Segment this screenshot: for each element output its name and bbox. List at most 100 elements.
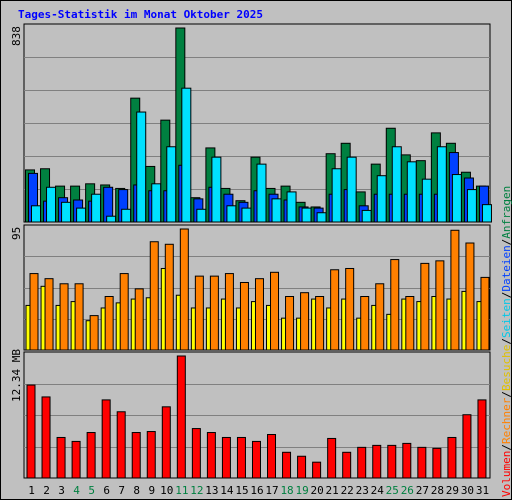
seiten-bar-day-3 [61,201,72,223]
x-tick-label-day-31: 31 [476,484,489,497]
seiten-bar-day-2 [46,186,57,223]
x-tick-label-day-27: 27 [416,484,429,497]
volumen-bar-day-24 [372,444,382,479]
rechner-bar-day-19 [300,292,310,351]
volumen-bar-day-18 [282,451,292,479]
rechner-bar-day-30 [465,242,475,351]
volumen-bar-day-16 [251,440,261,479]
seiten-bar-day-7 [121,208,132,223]
volumen-bar-day-21 [327,437,337,479]
x-tick-label-day-22: 22 [341,484,354,497]
volumen-bar-day-14 [221,436,231,479]
volumen-bar-day-28 [432,447,442,479]
legend-rechner: Rechner [500,397,512,445]
seiten-bar-day-6 [106,215,117,223]
volumen-bar-day-19 [297,455,307,479]
legend-separator: / [500,391,512,398]
volumen-bar-day-15 [236,436,246,479]
volumen-bar-day-13 [206,432,216,479]
volumen-bar-day-2 [41,396,51,479]
seiten-bar-day-18 [286,191,297,223]
rechner-bar-day-25 [390,259,400,351]
rechner-bar-day-21 [330,269,340,351]
rechner-bar-day-11 [179,228,189,351]
legend-seiten: Seiten [500,298,512,339]
legend-separator: / [500,338,512,345]
rechner-bar-day-2 [44,278,54,351]
x-tick-label-day-16: 16 [250,484,263,497]
rechner-bar-day-1 [29,273,39,351]
x-tick-label-day-29: 29 [446,484,459,497]
seiten-bar-day-13 [211,156,222,223]
seiten-bar-day-22 [346,156,357,223]
volumen-bar-day-12 [191,428,201,479]
seiten-bar-day-25 [391,146,402,223]
x-tick-label-day-6: 6 [103,484,110,497]
hits-axis-max-label: 838 [10,26,23,46]
x-tick-label-day-7: 7 [118,484,125,497]
volumen-bar-day-27 [417,446,427,479]
x-tick-label-day-3: 3 [58,484,65,497]
seiten-bar-day-14 [226,205,237,223]
volumen-bar-day-7 [116,411,126,479]
legend-separator: / [500,238,512,246]
seiten-bar-day-28 [436,146,447,223]
volumen-bar-day-3 [56,436,66,479]
legend-anfragen: Anfragen [500,185,512,239]
rechner-bar-day-14 [224,273,234,351]
seiten-bar-day-16 [256,163,267,223]
rechner-bar-day-6 [104,296,114,351]
x-tick-label-day-24: 24 [371,484,385,497]
volumen-bar-day-11 [176,355,186,479]
volumen-bar-day-10 [161,406,171,479]
x-tick-label-day-12: 12 [190,484,203,497]
seiten-bar-day-20 [316,212,327,223]
x-tick-label-day-25: 25 [386,484,399,497]
seiten-bar-day-11 [181,87,192,223]
seiten-bar-day-12 [196,208,207,223]
x-tick-label-day-8: 8 [133,484,140,497]
seiten-bar-day-15 [241,207,252,223]
x-tick-label-day-10: 10 [160,484,173,497]
legend-separator: / [500,444,512,451]
volumen-bar-day-26 [402,442,412,479]
seiten-bar-day-8 [136,111,147,223]
rechner-bar-day-10 [164,243,174,351]
chart-title: Tages-Statistik im Monat Oktober 2025 [18,8,264,21]
seiten-bar-day-9 [151,183,162,223]
volumen-bar-day-1 [26,384,36,479]
legend-volumen: Volumen [500,450,512,497]
volumen-bar-day-8 [131,432,141,479]
x-tick-label-day-5: 5 [88,484,95,497]
x-tick-label-day-18: 18 [280,484,293,497]
volumen-bar-day-20 [312,461,322,479]
rechner-bar-day-4 [74,283,84,351]
seiten-bar-day-17 [271,198,282,223]
seiten-bar-day-27 [421,178,432,223]
volumen-bar-day-9 [146,431,156,479]
seiten-bar-day-5 [91,193,102,223]
right-legend: Volumen/Rechner/Besuche/Seiten/Dateien/A… [500,186,512,497]
x-tick-label-day-17: 17 [265,484,278,497]
volumen-bar-day-6 [101,399,111,479]
seiten-bar-day-29 [451,174,462,223]
seiten-bar-day-31 [481,204,492,223]
rechner-bar-day-7 [119,273,129,351]
volumen-bar-day-31 [477,399,487,479]
rechner-bar-day-20 [315,296,325,351]
seiten-bar-day-24 [376,175,387,223]
visits-axis-max-label: 95 [10,226,23,240]
volumen-bar-day-30 [462,414,472,479]
x-tick-label-day-11: 11 [175,484,188,497]
seiten-bar-day-19 [301,207,312,223]
x-tick-label-day-20: 20 [311,484,324,497]
seiten-bar-day-4 [76,207,87,223]
rechner-bar-day-8 [134,288,144,351]
x-tick-label-day-30: 30 [461,484,474,497]
seiten-bar-day-21 [331,168,342,223]
x-tick-label-day-28: 28 [431,484,444,497]
rechner-bar-day-27 [420,262,430,351]
volumen-bar-day-5 [86,432,96,479]
seiten-bar-day-30 [466,189,477,223]
